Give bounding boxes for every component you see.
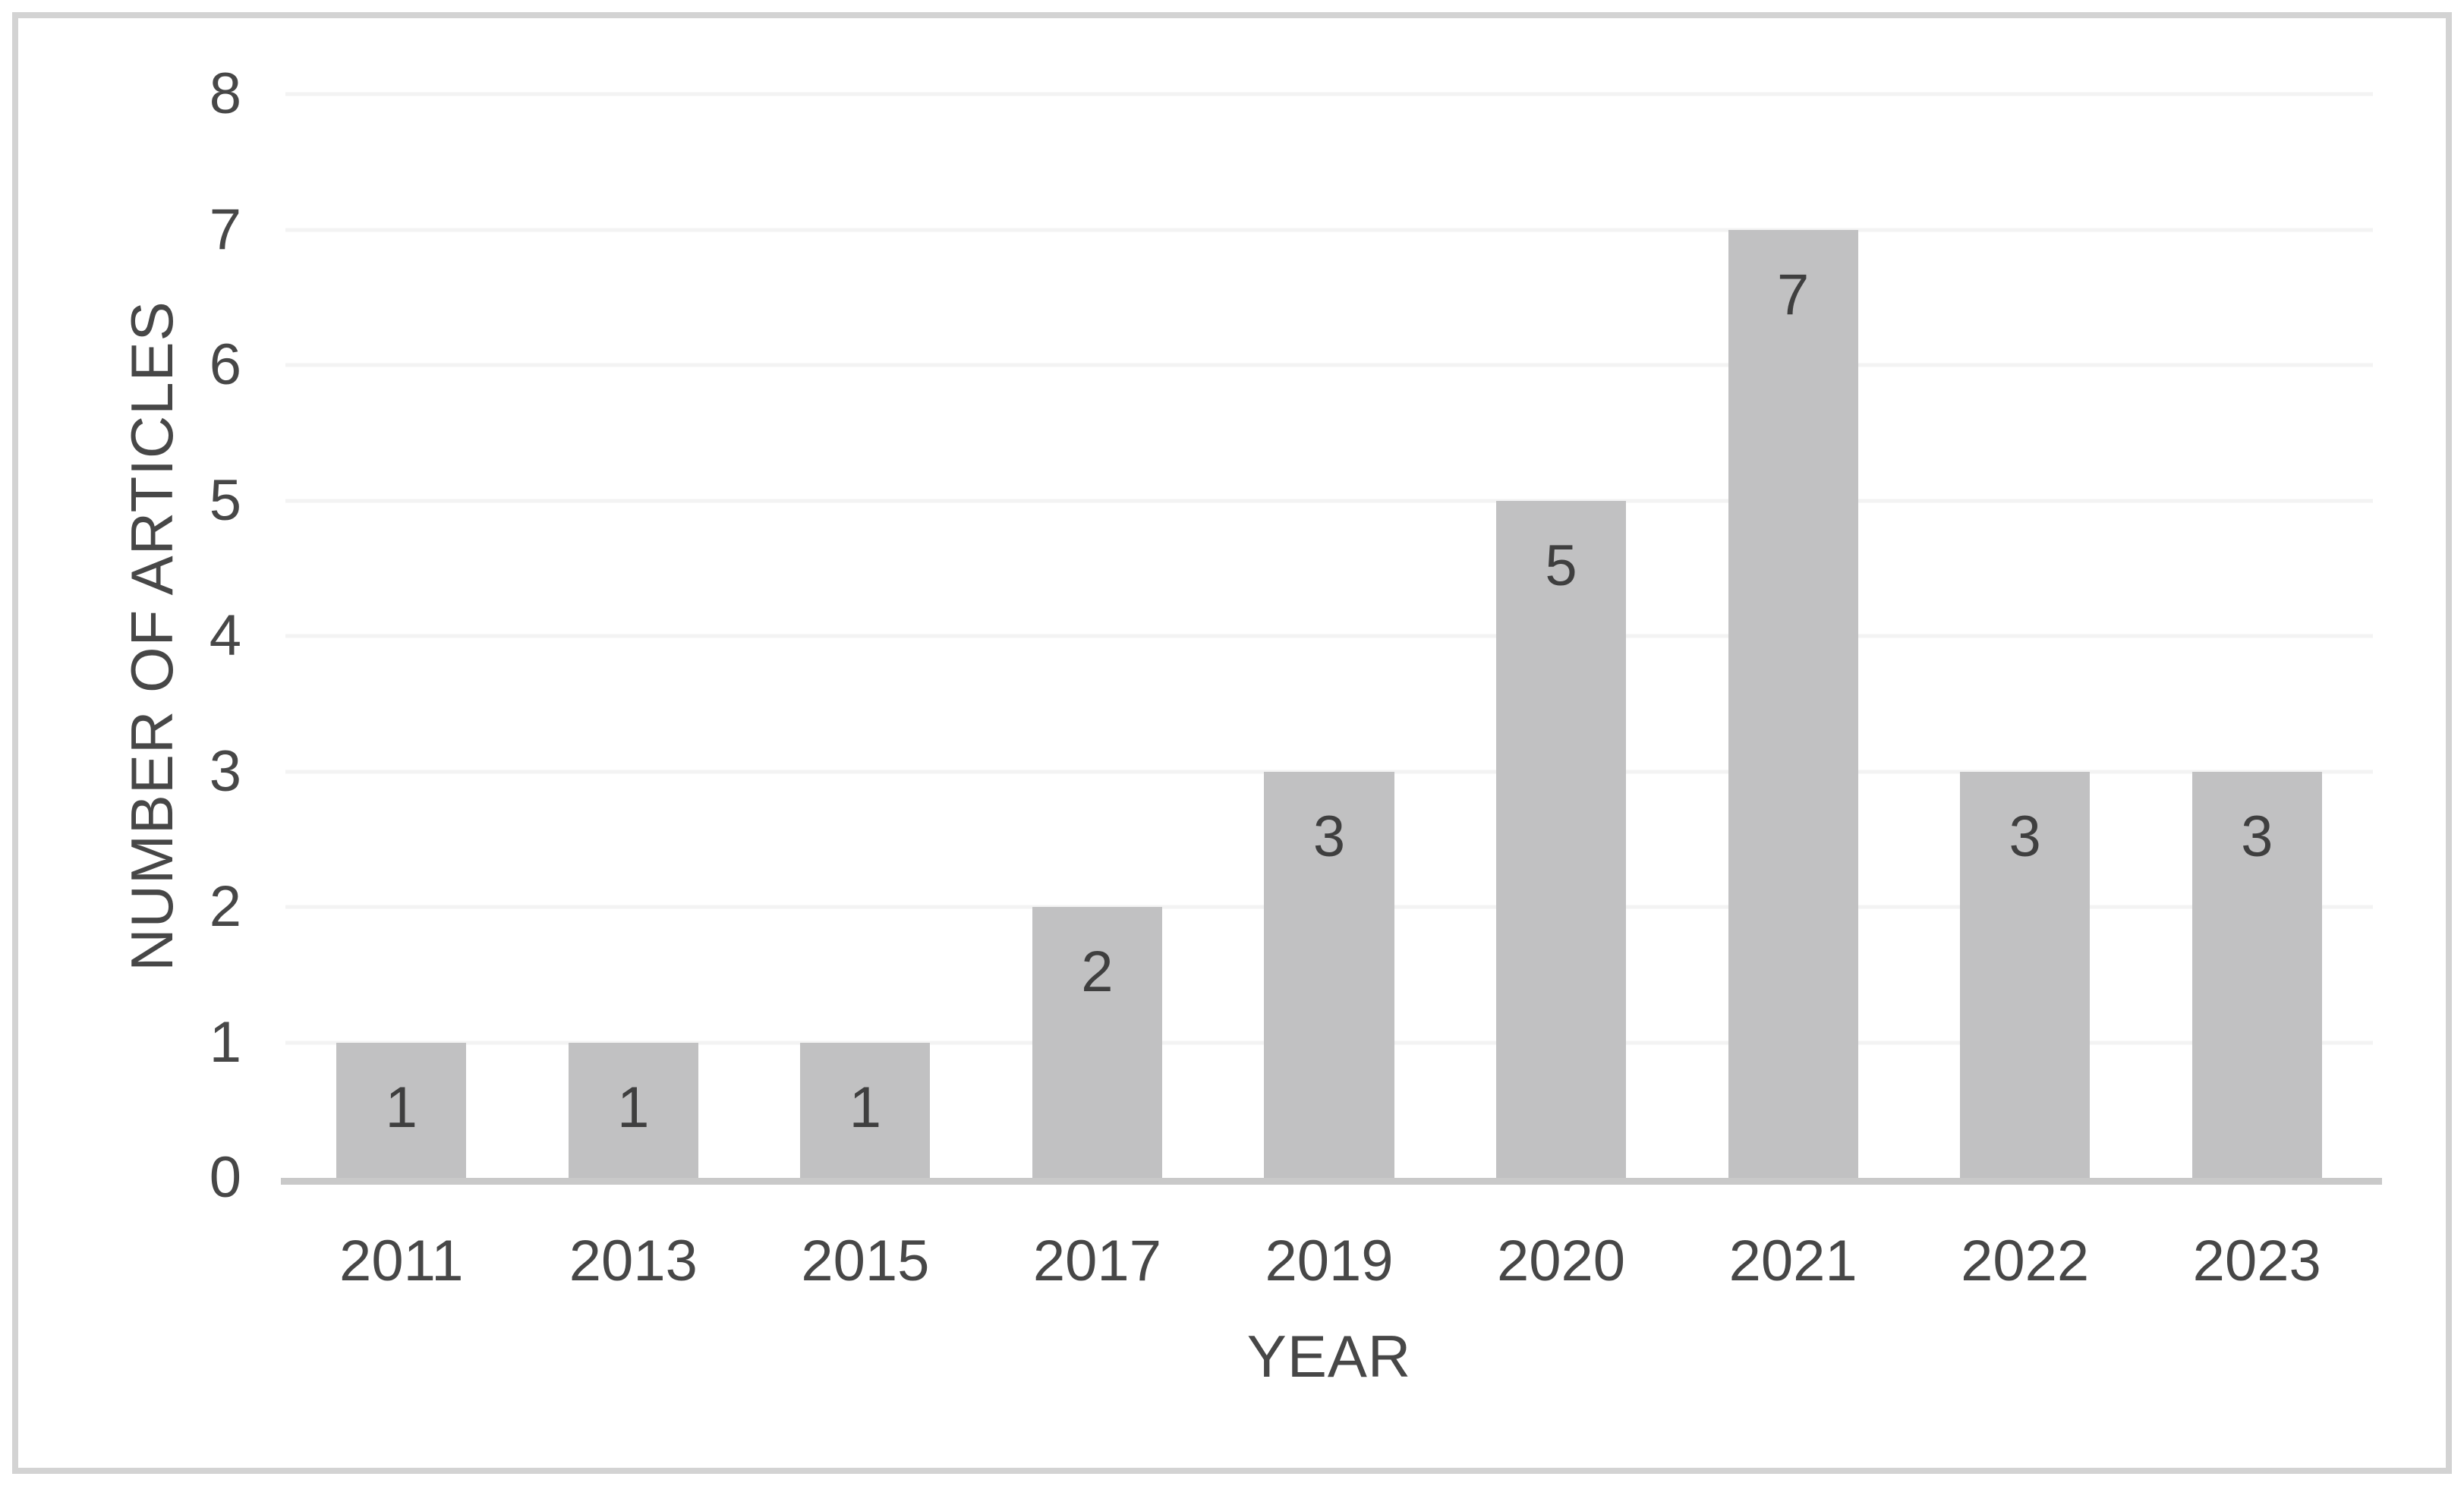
gridline (285, 499, 2373, 502)
bar-value-label: 3 (2241, 804, 2273, 869)
x-axis-tick-label: 2011 (339, 1229, 464, 1293)
bar-value-label: 7 (1776, 262, 1810, 327)
bar-2022: 3 (1960, 771, 2091, 1178)
x-axis-tick-label: 2017 (1032, 1229, 1161, 1293)
bar-value-label: 1 (385, 1075, 417, 1140)
bar-2020: 5 (1496, 500, 1627, 1178)
bar-value-label: 2 (1081, 940, 1114, 1004)
bar-value-label: 5 (1545, 533, 1577, 598)
gridline (285, 363, 2373, 367)
bar-2019: 3 (1264, 771, 1394, 1178)
y-axis-tick-label: 3 (209, 738, 241, 804)
bar-2023: 3 (2191, 771, 2322, 1178)
x-axis-tick-label: 2013 (569, 1229, 698, 1293)
y-axis-tick-label: 8 (209, 61, 241, 126)
x-axis-tick-label: 2023 (2192, 1229, 2321, 1293)
bar-2015: 1 (800, 1042, 931, 1178)
bar-2013: 1 (568, 1042, 698, 1178)
y-axis-tick-label: 1 (209, 1009, 241, 1075)
x-axis-tick-label: 2021 (1728, 1229, 1857, 1293)
y-axis-tick-label: 7 (209, 197, 241, 262)
bar-value-label: 3 (1312, 804, 1346, 869)
bar-value-label: 1 (617, 1075, 650, 1140)
bar-value-label: 3 (2009, 804, 2041, 869)
bar-2011: 1 (336, 1042, 467, 1178)
x-axis-tick-label: 2019 (1265, 1229, 1394, 1293)
x-axis-ticks: 2011 2013 2015 2017 2019 2020 2021 2022 2023 (285, 1233, 2373, 1301)
x-axis-line (281, 1178, 2382, 1185)
y-axis-tick-label: 4 (209, 603, 241, 668)
bar-value-label: 1 (849, 1075, 882, 1140)
x-axis-title: YEAR (1246, 1323, 1412, 1390)
gridline (285, 92, 2373, 96)
bar-2017: 2 (1032, 907, 1162, 1178)
y-axis-tick-label: 5 (209, 468, 241, 533)
gridline (285, 228, 2373, 231)
y-axis-tick-label: 6 (209, 332, 241, 397)
x-axis-tick-label: 2020 (1497, 1229, 1626, 1293)
gridline (285, 634, 2373, 638)
bar-2021: 7 (1728, 229, 1858, 1178)
x-axis-tick-label: 2022 (1961, 1229, 2090, 1293)
bars-layer: 1 1 1 2 3 5 7 3 3 (285, 94, 2373, 1178)
y-axis-tick-label: 2 (209, 874, 241, 939)
x-axis-tick-label: 2015 (801, 1229, 930, 1293)
y-axis-tick-label: 0 (209, 1145, 241, 1210)
